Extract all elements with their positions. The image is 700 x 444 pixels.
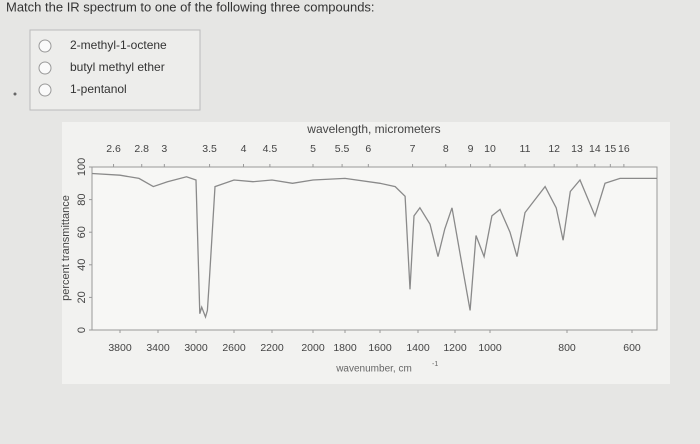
radio-button[interactable]	[38, 39, 52, 53]
x-tick-label: 1400	[406, 342, 430, 354]
x2-tick-label: 6	[365, 143, 371, 155]
option-label: butyl methyl ether	[70, 60, 165, 74]
options-box	[29, 29, 201, 111]
x2-tick-label: 2.8	[134, 143, 149, 155]
x2-tick-label: 3.5	[202, 143, 217, 155]
x-tick-label: 600	[623, 342, 641, 354]
question: Match the IR spectrum to one of the foll…	[6, 0, 375, 14]
x2-tick-label: 3	[161, 143, 167, 155]
dot	[13, 92, 17, 96]
x2-tick-label: 4	[241, 143, 247, 155]
x2-tick-label: 5	[310, 143, 316, 155]
x2-tick-label: 11	[520, 143, 531, 155]
option-label: 1-pentanol	[70, 82, 127, 96]
x2-tick-label: 7	[410, 143, 416, 155]
x-tick-label: 800	[558, 342, 576, 354]
plot-area	[91, 166, 658, 331]
option-label: 2-methyl-1-octene	[70, 38, 167, 52]
x-tick-label: 2200	[260, 342, 284, 354]
x2-tick-label: 13	[571, 143, 583, 155]
x2-tick-label: 15	[604, 143, 616, 155]
y-tick-label: 80	[76, 193, 88, 205]
x-tick-label: 1200	[443, 342, 467, 354]
x-tick-label: 3800	[108, 342, 132, 354]
x2-tick-label: 2.6	[106, 143, 121, 155]
x-tick-label: 1800	[333, 342, 357, 354]
x-tick-label: 1600	[368, 342, 392, 354]
x2-tick-label: 10	[484, 143, 496, 155]
x2-tick-label: 12	[548, 143, 560, 155]
x-tick-label: 2000	[301, 342, 325, 354]
y-tick-label: 0	[76, 327, 88, 333]
x2-axis-title: wavelength, micrometers	[306, 122, 440, 136]
x-tick-label: 3400	[146, 342, 170, 354]
y-axis-title: percent transmittance	[60, 195, 72, 301]
x2-tick-label: 14	[589, 143, 601, 155]
y-tick-label: 40	[76, 259, 88, 271]
x-tick-label: 3000	[184, 342, 208, 354]
radio-button[interactable]	[38, 83, 52, 97]
x-axis-title-superscript: -1	[432, 361, 438, 368]
x2-tick-label: 9	[468, 143, 474, 155]
y-tick-label: 100	[76, 158, 88, 176]
y-tick-label: 20	[76, 291, 88, 303]
x2-tick-label: 4.5	[263, 143, 278, 155]
x-tick-label: 2600	[222, 342, 246, 354]
radio-button[interactable]	[38, 61, 52, 75]
x2-tick-label: 16	[618, 143, 630, 155]
x-tick-label: 1000	[478, 342, 502, 354]
options: 2-methyl-1-octene butyl methyl ether 1-pen…	[38, 38, 167, 97]
x-axis-title: wavenumber, cm	[335, 364, 412, 375]
x2-tick-label: 5.5	[335, 143, 350, 155]
spectrum-line	[91, 172, 657, 320]
x2-tick-label: 8	[443, 143, 449, 155]
y-tick-label: 60	[76, 226, 88, 238]
